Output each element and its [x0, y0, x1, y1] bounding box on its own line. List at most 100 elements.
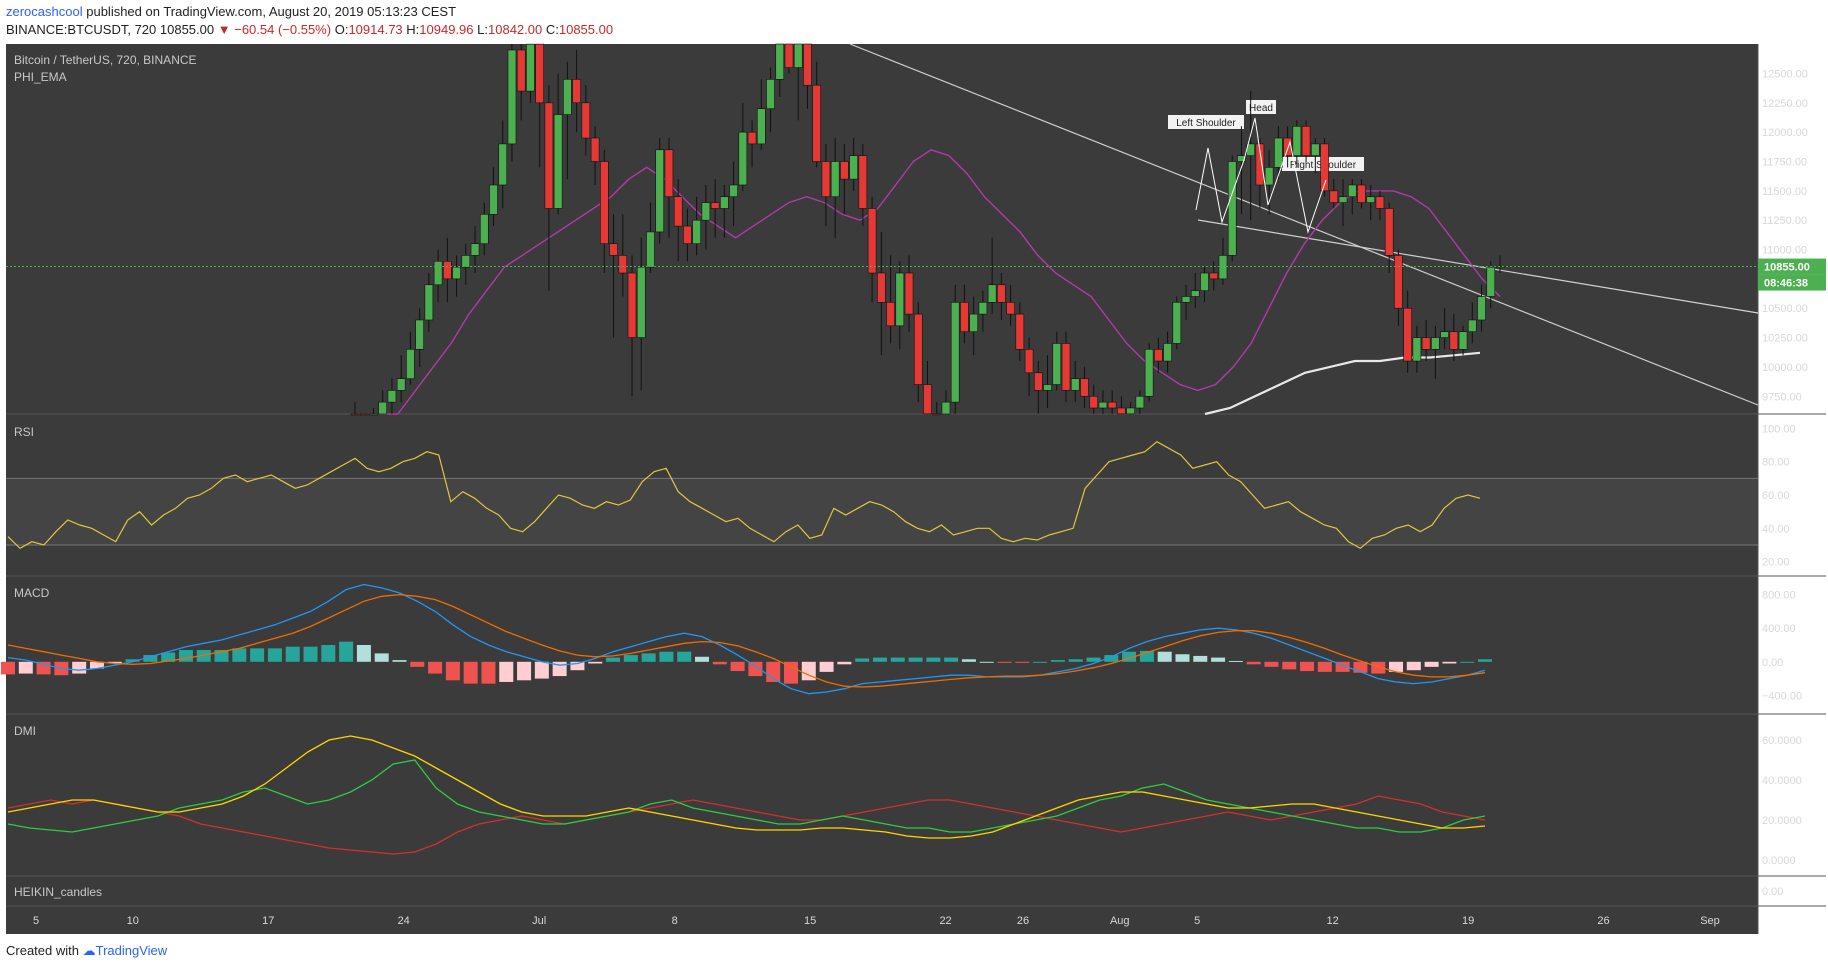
- candle-up: [830, 161, 840, 198]
- x-tick-label: 19: [1462, 915, 1474, 927]
- head-box: [1246, 100, 1276, 114]
- descending-trendline: [849, 43, 1759, 406]
- macd-histogram-bar: [125, 659, 140, 662]
- macd-histogram-bar: [267, 648, 282, 662]
- candle-up: [498, 143, 508, 186]
- candle-up: [526, 43, 535, 92]
- macd-histogram-bar: [410, 661, 425, 667]
- macd-histogram-bar: [1317, 661, 1332, 672]
- macd-histogram-bar: [1015, 661, 1030, 663]
- macd-histogram-bar: [997, 661, 1012, 663]
- y-tick-label: 40.0000: [1762, 775, 1802, 787]
- macd-histogram-bar: [161, 652, 176, 662]
- macd-histogram-bar: [374, 653, 389, 662]
- rsi-pane[interactable]: RSI: [6, 425, 1758, 550]
- candle-down: [1015, 313, 1025, 350]
- macd-histogram-bar: [855, 658, 870, 662]
- candle-up: [775, 43, 785, 80]
- macd-histogram-bar: [908, 657, 923, 662]
- candle-up: [1431, 337, 1440, 350]
- candle-up: [646, 231, 655, 268]
- price-pane[interactable]: Bitcoin / TetherUS, 720, BINANCE PHI_EMA…: [6, 43, 1759, 416]
- candle-down: [609, 243, 618, 256]
- macd-histogram-bar: [730, 661, 745, 672]
- candle-up: [507, 49, 517, 145]
- macd-histogram-bar: [178, 650, 193, 662]
- head-label: Head: [1249, 103, 1273, 114]
- candle-down: [1061, 343, 1071, 391]
- x-tick-label: 5: [1194, 915, 1200, 927]
- x-tick-label: 17: [262, 915, 274, 927]
- y-tick-label: −400.00: [1762, 690, 1802, 702]
- y-tick-label: 800.00: [1762, 590, 1796, 602]
- candle-down: [821, 161, 831, 198]
- candle-up: [1190, 290, 1200, 297]
- candle-up: [1274, 137, 1283, 168]
- publish-line: zerocashcool published on TradingView.co…: [6, 4, 456, 19]
- candle-up: [978, 302, 988, 315]
- candle-down: [1006, 302, 1015, 315]
- candle-down: [1384, 208, 1394, 256]
- candle-up: [387, 390, 397, 403]
- candle-up: [1126, 407, 1135, 415]
- macd-histogram-bar: [677, 651, 692, 662]
- symbol-label: BINANCE:BTCUSDT, 720: [6, 22, 157, 37]
- macd-histogram-bar: [1246, 661, 1261, 665]
- candle-up: [369, 413, 378, 416]
- candle-down: [443, 260, 452, 280]
- candle-up: [950, 302, 960, 403]
- macd-histogram-bar: [1300, 661, 1315, 672]
- candle-up: [895, 272, 905, 327]
- candle-down: [867, 208, 877, 274]
- x-tick-label: 12: [1326, 915, 1338, 927]
- candle-down: [1034, 372, 1043, 391]
- candle-up: [553, 114, 563, 209]
- macd-histogram-bar: [89, 661, 104, 669]
- macd-histogram-bar: [1122, 651, 1137, 662]
- candle-up: [378, 401, 388, 415]
- rsi-title: RSI: [14, 425, 34, 439]
- candle-down: [683, 225, 692, 244]
- macd-histogram-bar: [588, 661, 603, 664]
- tradingview-brand-link[interactable]: TradingView: [95, 943, 168, 958]
- candle-down: [1024, 349, 1034, 374]
- macd-histogram-bar: [303, 646, 318, 662]
- macd-histogram-bar: [748, 661, 763, 677]
- candle-down: [904, 272, 914, 315]
- dmi-pane[interactable]: DMI: [7, 724, 1486, 855]
- macd-histogram-bar: [712, 661, 727, 665]
- candle-down: [923, 384, 932, 415]
- candle-up: [1412, 337, 1422, 362]
- macd-pane[interactable]: MACD: [1, 583, 1492, 695]
- macd-histogram-bar: [481, 661, 496, 684]
- x-tick-label: 24: [398, 915, 410, 927]
- candle-up: [1440, 331, 1449, 338]
- y-tick-label: 0.0000: [1762, 855, 1796, 867]
- countdown-tag: 08:46:38: [1764, 278, 1808, 290]
- candle-down: [1329, 190, 1339, 203]
- heikin-pane[interactable]: HEIKIN_candles: [14, 885, 102, 899]
- author-link[interactable]: zerocashcool: [6, 4, 83, 19]
- candle-down: [877, 272, 886, 303]
- y-tick-label: 20.0000: [1762, 815, 1802, 827]
- y-tick-label: 100.00: [1762, 423, 1796, 435]
- y-tick-label: 12000.00: [1762, 127, 1808, 139]
- macd-histogram-bar: [196, 650, 211, 662]
- candle-up: [793, 43, 803, 68]
- adx-line: [7, 735, 1486, 839]
- macd-histogram-bar: [1371, 661, 1386, 674]
- candle-up: [563, 79, 572, 115]
- price-change: ▼ −60.54 (−0.55%): [217, 22, 332, 37]
- macd-histogram-bar: [214, 650, 229, 662]
- macd-histogram-bar: [1050, 660, 1065, 662]
- macd-histogram-bar: [143, 655, 158, 662]
- macd-histogram-bar: [1228, 660, 1243, 662]
- macd-histogram-bar: [1211, 657, 1226, 662]
- minus-di-line: [7, 795, 1486, 855]
- candle-down: [840, 161, 849, 180]
- macd-histogram-bar: [428, 661, 443, 674]
- x-tick-label: 26: [1597, 915, 1609, 927]
- x-tick-label: Aug: [1110, 915, 1130, 927]
- candle-up: [1098, 401, 1108, 409]
